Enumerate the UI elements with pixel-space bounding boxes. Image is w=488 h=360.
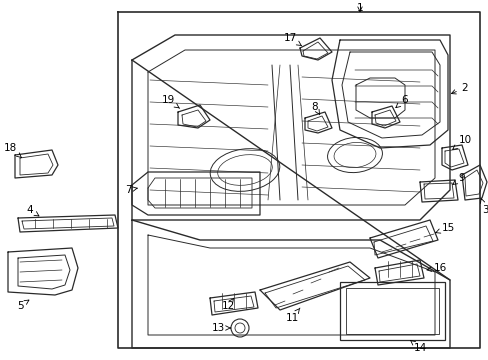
Text: 16: 16 <box>426 263 446 273</box>
Bar <box>346 288 438 334</box>
Text: 1: 1 <box>356 3 363 13</box>
Text: 5: 5 <box>17 300 29 311</box>
Text: 18: 18 <box>3 143 21 158</box>
Text: 9: 9 <box>452 173 465 184</box>
Text: 19: 19 <box>161 95 179 108</box>
Text: 3: 3 <box>480 198 488 215</box>
Text: 15: 15 <box>435 223 454 233</box>
Bar <box>339 282 444 340</box>
Text: 4: 4 <box>27 205 39 216</box>
Text: 12: 12 <box>221 298 234 311</box>
Text: 13: 13 <box>211 323 230 333</box>
Text: 10: 10 <box>452 135 470 149</box>
Text: 7: 7 <box>124 185 137 195</box>
Text: 8: 8 <box>311 102 319 115</box>
Text: 11: 11 <box>285 308 299 323</box>
Text: 17: 17 <box>283 33 301 46</box>
Text: 14: 14 <box>409 341 426 353</box>
Text: 2: 2 <box>450 83 468 94</box>
Text: 6: 6 <box>395 95 407 108</box>
